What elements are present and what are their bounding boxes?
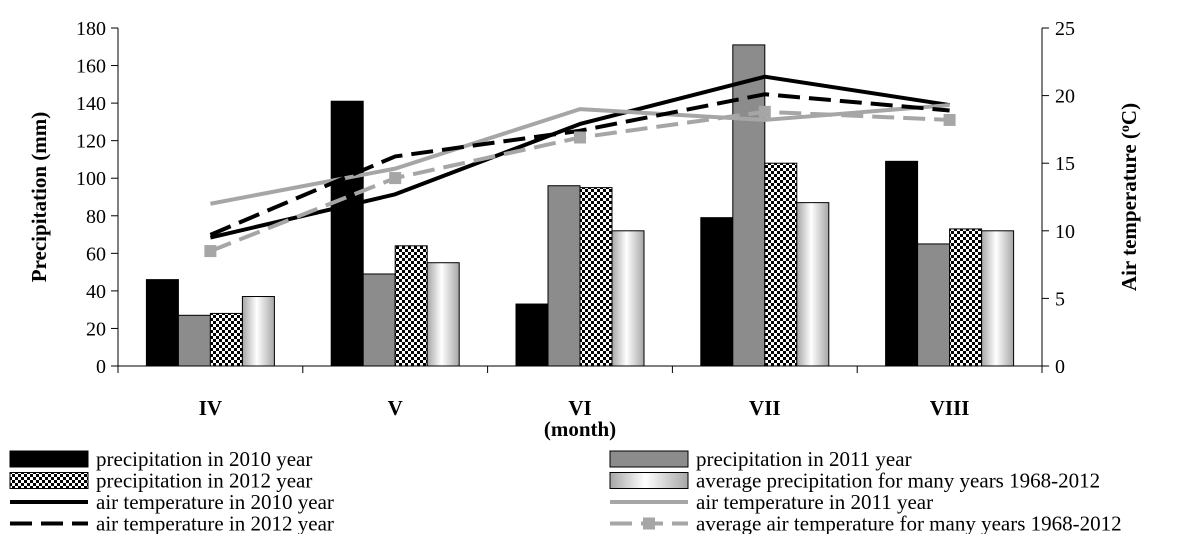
bar-p2011	[177, 314, 211, 367]
legend-marker-tavg	[643, 517, 655, 530]
category-label: VII	[749, 396, 781, 420]
left-tick-label: 120	[76, 131, 106, 153]
bar-pavg	[611, 230, 645, 367]
right-tick-label: 20	[1055, 86, 1075, 108]
left-tick-label: 100	[76, 168, 106, 190]
right-tick-label: 25	[1055, 18, 1075, 40]
bar-p2010	[145, 279, 179, 367]
bar-p2011	[732, 44, 766, 367]
bar-p2012	[579, 187, 613, 367]
bar-p2010	[515, 303, 549, 367]
bar-p2011	[547, 185, 581, 367]
legend-swatch-p2010	[9, 450, 89, 468]
marker-tavg	[574, 131, 586, 144]
left-axis-title: Precipitation (mm)	[27, 112, 51, 282]
bar-pavg	[981, 230, 1015, 367]
line-series	[204, 74, 956, 258]
x-axis-ticks	[117, 366, 1043, 373]
bar-p2012	[949, 228, 983, 367]
legend-swatch-p2012	[9, 472, 89, 489]
legend: precipitation in 2010 year precipitation …	[9, 447, 1122, 534]
left-tick-label: 60	[86, 243, 106, 265]
right-tick-label: 0	[1055, 356, 1065, 378]
right-tick-label: 10	[1055, 221, 1075, 243]
bar-p2010	[885, 160, 919, 367]
bar-p2011	[362, 273, 396, 367]
bar-pavg	[426, 262, 460, 367]
left-tick-label: 80	[86, 206, 106, 228]
marker-tavg	[758, 105, 771, 118]
legend-swatch-p2011	[609, 450, 689, 468]
category-labels: IV V VI VII VIII	[199, 396, 970, 420]
left-tick-label: 40	[86, 281, 106, 303]
bar-p2010	[330, 100, 364, 367]
bar-pavg	[796, 202, 830, 367]
right-tick-label: 5	[1055, 288, 1065, 310]
category-label: IV	[199, 396, 222, 420]
bar-p2011	[917, 243, 951, 367]
bar-p2012	[764, 162, 798, 367]
bar-pavg	[241, 296, 275, 367]
marker-tavg	[943, 113, 956, 126]
left-tick-label: 0	[96, 356, 106, 378]
legend-label-t2010: air temperature in 2010 year	[96, 490, 334, 514]
bar-p2010	[700, 217, 734, 367]
legend-label-t2012: air temperature in 2012 year	[96, 512, 334, 534]
marker-tavg	[204, 245, 217, 258]
left-tick-label: 180	[76, 18, 106, 40]
bar-series	[145, 44, 1015, 367]
left-axis-ticks: 0 20 40 60 80 100 120 140 160 180	[76, 18, 118, 378]
category-label: VI	[568, 396, 591, 420]
legend-label-p2012: precipitation in 2012 year	[96, 469, 312, 493]
left-tick-label: 20	[86, 318, 106, 340]
legend-label-tavg: average air temperature for many years 1…	[696, 512, 1122, 534]
category-label: VIII	[930, 396, 970, 420]
left-tick-label: 140	[76, 93, 106, 115]
marker-tavg	[389, 172, 402, 185]
bar-p2012	[209, 312, 243, 367]
bar-p2012	[394, 245, 428, 367]
line-t2012	[209, 92, 950, 237]
right-tick-label: 15	[1055, 153, 1075, 175]
left-tick-label: 160	[76, 56, 106, 78]
legend-label-pavg: average precipitation for many years 196…	[696, 469, 1100, 493]
legend-label-t2011: air temperature in 2011 year	[696, 490, 933, 514]
right-axis-title: Air temperature (oC)	[1117, 103, 1141, 291]
legend-label-p2010: precipitation in 2010 year	[96, 447, 312, 471]
right-axis-ticks: 0 5 10 15 20 25	[1042, 18, 1075, 378]
line-t2010	[209, 74, 950, 240]
category-label: V	[388, 396, 403, 420]
legend-swatch-pavg	[609, 472, 689, 489]
x-axis-title: (month)	[544, 417, 616, 441]
legend-label-p2011: precipitation in 2011 year	[696, 447, 912, 471]
